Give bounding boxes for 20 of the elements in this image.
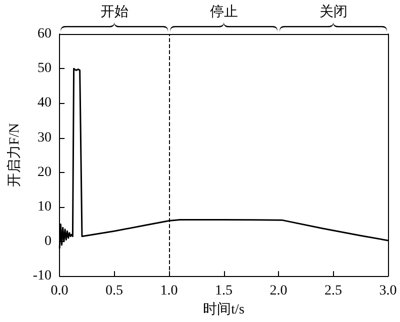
y-axis-title: 开启力F/N (6, 123, 22, 187)
x-tick-label: 0.5 (106, 284, 124, 299)
text: 停止 (210, 3, 238, 19)
text: 开始 (100, 3, 128, 19)
y-tick-label: 50 (38, 61, 52, 76)
x-tick-label: 1.0 (160, 284, 178, 299)
y-tick-label: 60 (38, 26, 52, 42)
x-axis-title: 时间t/s (203, 302, 244, 318)
text: 关闭 (319, 3, 348, 19)
y-tick-label: -10 (32, 268, 52, 284)
x-tick-label: 0.0 (50, 284, 68, 299)
x-tick-label: 2.5 (324, 284, 342, 299)
y-tick-label: 10 (38, 199, 52, 214)
y-tick-label: 20 (38, 164, 52, 180)
y-tick-label: 30 (38, 130, 52, 146)
x-tick-label: 3.0 (379, 284, 397, 299)
y-tick-label: 40 (38, 96, 52, 111)
x-tick-label: 1.5 (215, 284, 233, 299)
x-tick-label: 2.0 (270, 284, 288, 299)
y-tick-label: 0 (44, 234, 52, 250)
